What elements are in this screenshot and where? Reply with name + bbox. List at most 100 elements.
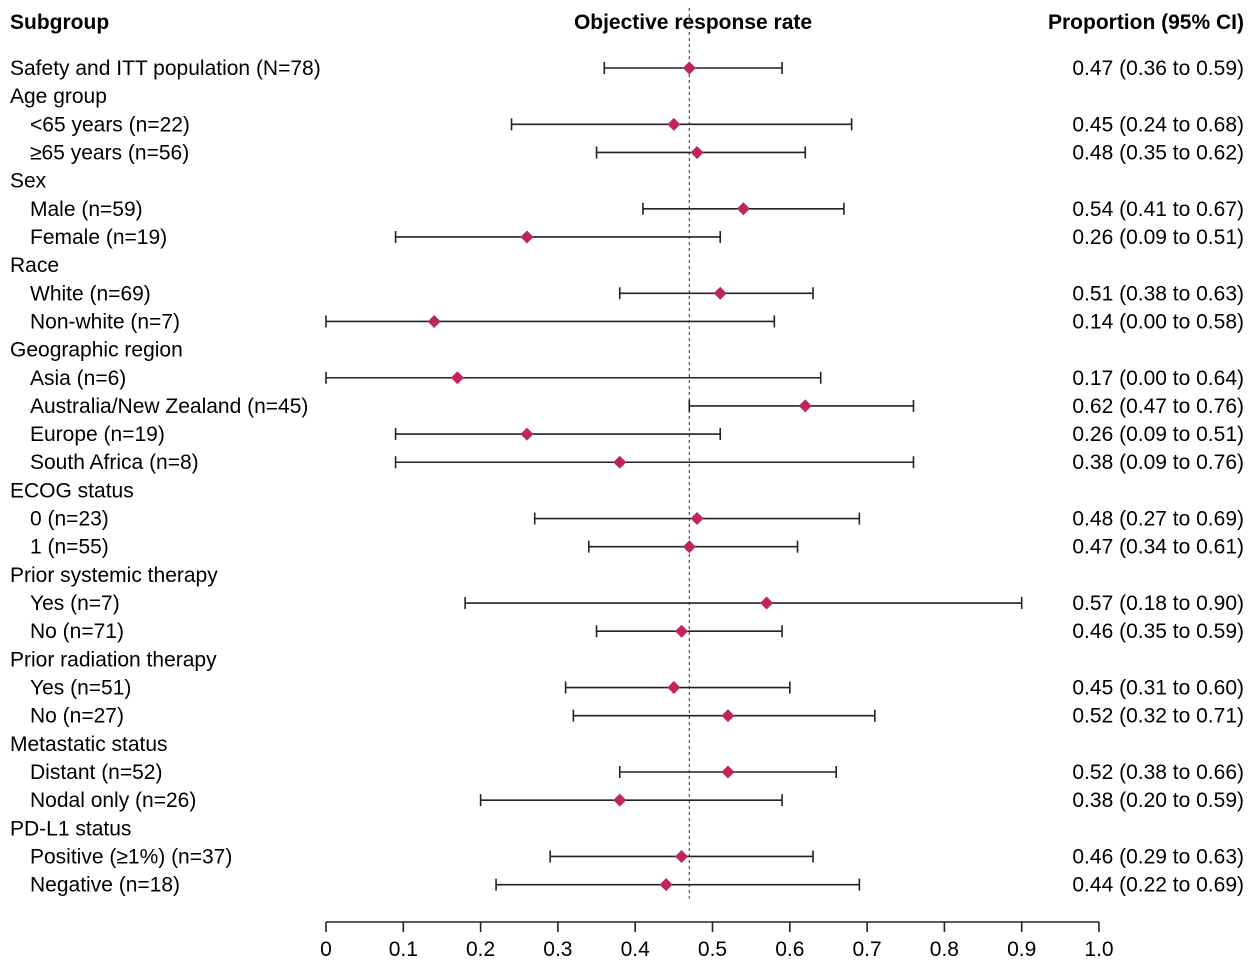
group-heading: PD-L1 status xyxy=(10,817,131,840)
subgroup-label: Nodal only (n=26) xyxy=(30,789,196,812)
subgroup-label: Positive (≥1%) (n=37) xyxy=(30,845,232,868)
estimate-value: 0.14 (0.00 to 0.58) xyxy=(1072,310,1244,333)
forest-row: Prior systemic therapy xyxy=(10,564,218,587)
point-estimate-marker xyxy=(520,427,534,441)
estimate-header: Proportion (95% CI) xyxy=(1048,11,1244,34)
forest-row: Distant (n=52) 0.52 (0.38 to 0.66) xyxy=(30,761,1244,784)
x-tick-label: 0.5 xyxy=(698,938,727,961)
subgroup-label: Australia/New Zealand (n=45) xyxy=(30,395,308,418)
point-estimate-marker xyxy=(667,681,681,695)
x-tick-label: 0.7 xyxy=(852,938,881,961)
point-estimate-marker xyxy=(798,399,812,413)
x-tick-label: 0.6 xyxy=(775,938,804,961)
subgroup-label: Asia (n=6) xyxy=(30,367,126,390)
forest-row: Positive (≥1%) (n=37) 0.46 (0.29 to 0.63) xyxy=(30,845,1244,868)
plot-header: Objective response rate xyxy=(574,11,812,34)
forest-row: 1 (n=55) 0.47 (0.34 to 0.61) xyxy=(30,536,1244,559)
estimate-value: 0.54 (0.41 to 0.67) xyxy=(1072,198,1244,221)
estimate-value: 0.62 (0.47 to 0.76) xyxy=(1072,395,1244,418)
forest-row: Race xyxy=(10,254,59,277)
forest-row: Age group xyxy=(10,85,107,108)
estimate-value: 0.46 (0.29 to 0.63) xyxy=(1072,845,1244,868)
estimate-value: 0.47 (0.34 to 0.61) xyxy=(1072,536,1244,559)
point-estimate-marker xyxy=(682,61,696,75)
forest-row: Europe (n=19) 0.26 (0.09 to 0.51) xyxy=(30,423,1244,446)
subgroup-label: Female (n=19) xyxy=(30,226,167,249)
x-tick-label: 0 xyxy=(320,938,332,961)
forest-row: ECOG status xyxy=(10,479,134,502)
point-estimate-marker xyxy=(675,849,689,863)
forest-row: 0 (n=23) 0.48 (0.27 to 0.69) xyxy=(30,508,1244,531)
forest-row: PD-L1 status xyxy=(10,817,131,840)
estimate-value: 0.52 (0.32 to 0.71) xyxy=(1072,705,1244,728)
subgroup-label: Yes (n=7) xyxy=(30,592,120,615)
subgroup-label: No (n=27) xyxy=(30,705,124,728)
estimate-value: 0.45 (0.24 to 0.68) xyxy=(1072,113,1244,136)
group-heading: Prior systemic therapy xyxy=(10,564,218,587)
forest-row: Female (n=19) 0.26 (0.09 to 0.51) xyxy=(30,226,1244,249)
estimate-value: 0.38 (0.20 to 0.59) xyxy=(1072,789,1244,812)
point-estimate-marker xyxy=(721,765,735,779)
point-estimate-marker xyxy=(721,709,735,723)
estimate-value: 0.45 (0.31 to 0.60) xyxy=(1072,677,1244,700)
subgroup-label: White (n=69) xyxy=(30,282,151,305)
subgroup-label: 1 (n=55) xyxy=(30,536,109,559)
forest-row: Australia/New Zealand (n=45) 0.62 (0.47 t… xyxy=(30,395,1244,418)
forest-row: Yes (n=51) 0.45 (0.31 to 0.60) xyxy=(30,677,1244,700)
forest-row: Negative (n=18) 0.44 (0.22 to 0.69) xyxy=(30,874,1244,897)
forest-row: Metastatic status xyxy=(10,733,168,756)
subgroup-label: Negative (n=18) xyxy=(30,874,180,897)
forest-row: Safety and ITT population (N=78) 0.47 (0.… xyxy=(10,57,1244,80)
forest-row: Asia (n=6) 0.17 (0.00 to 0.64) xyxy=(30,367,1244,390)
point-estimate-marker xyxy=(450,371,464,385)
subgroup-label: No (n=71) xyxy=(30,620,124,643)
group-heading: Age group xyxy=(10,85,107,108)
x-tick-label: 1.0 xyxy=(1084,938,1113,961)
x-tick-label: 0.9 xyxy=(1007,938,1036,961)
subgroup-header: Subgroup xyxy=(10,11,109,34)
point-estimate-marker xyxy=(675,624,689,638)
point-estimate-marker xyxy=(736,202,750,216)
point-estimate-marker xyxy=(520,230,534,244)
subgroup-label: ≥65 years (n=56) xyxy=(30,141,189,164)
point-estimate-marker xyxy=(427,314,441,328)
x-tick-label: 0.1 xyxy=(389,938,418,961)
subgroup-label: Yes (n=51) xyxy=(30,677,131,700)
point-estimate-marker xyxy=(613,793,627,807)
x-tick-label: 0.8 xyxy=(930,938,959,961)
group-heading: Race xyxy=(10,254,59,277)
point-estimate-marker xyxy=(690,145,704,159)
group-heading: ECOG status xyxy=(10,479,134,502)
point-estimate-marker xyxy=(682,540,696,554)
x-tick-label: 0.2 xyxy=(466,938,495,961)
forest-row: Yes (n=7) 0.57 (0.18 to 0.90) xyxy=(30,592,1244,615)
forest-row: No (n=71) 0.46 (0.35 to 0.59) xyxy=(30,620,1244,643)
forest-row: Sex xyxy=(10,170,47,193)
forest-row: Male (n=59) 0.54 (0.41 to 0.67) xyxy=(30,198,1244,221)
subgroup-label: Male (n=59) xyxy=(30,198,143,221)
forest-row: ≥65 years (n=56) 0.48 (0.35 to 0.62) xyxy=(30,141,1244,164)
group-heading: Metastatic status xyxy=(10,733,168,756)
point-estimate-marker xyxy=(667,117,681,131)
estimate-value: 0.26 (0.09 to 0.51) xyxy=(1072,226,1244,249)
forest-row: <65 years (n=22) 0.45 (0.24 to 0.68) xyxy=(30,113,1244,136)
group-heading: Geographic region xyxy=(10,339,183,362)
estimate-value: 0.26 (0.09 to 0.51) xyxy=(1072,423,1244,446)
forest-row: Prior radiation therapy xyxy=(10,648,217,671)
forest-rows: Safety and ITT population (N=78) 0.47 (0.… xyxy=(10,8,1244,899)
x-axis: 0 0.1 0.2 0.3 0.4 0.5 0.6 0.7 0.8 0.9 1.0 xyxy=(320,921,1114,961)
forest-row: South Africa (n=8) 0.38 (0.09 to 0.76) xyxy=(30,451,1244,474)
forest-row: Non-white (n=7) 0.14 (0.00 to 0.58) xyxy=(30,310,1244,333)
estimate-value: 0.51 (0.38 to 0.63) xyxy=(1072,282,1244,305)
estimate-value: 0.46 (0.35 to 0.59) xyxy=(1072,620,1244,643)
forest-row: White (n=69) 0.51 (0.38 to 0.63) xyxy=(30,282,1244,305)
forest-row: Geographic region xyxy=(10,339,183,362)
subgroup-label: Europe (n=19) xyxy=(30,423,165,446)
estimate-value: 0.57 (0.18 to 0.90) xyxy=(1072,592,1244,615)
subgroup-label: Non-white (n=7) xyxy=(30,310,180,333)
forest-row: No (n=27) 0.52 (0.32 to 0.71) xyxy=(30,705,1244,728)
point-estimate-marker xyxy=(760,596,774,610)
estimate-value: 0.52 (0.38 to 0.66) xyxy=(1072,761,1244,784)
estimate-value: 0.48 (0.35 to 0.62) xyxy=(1072,141,1244,164)
